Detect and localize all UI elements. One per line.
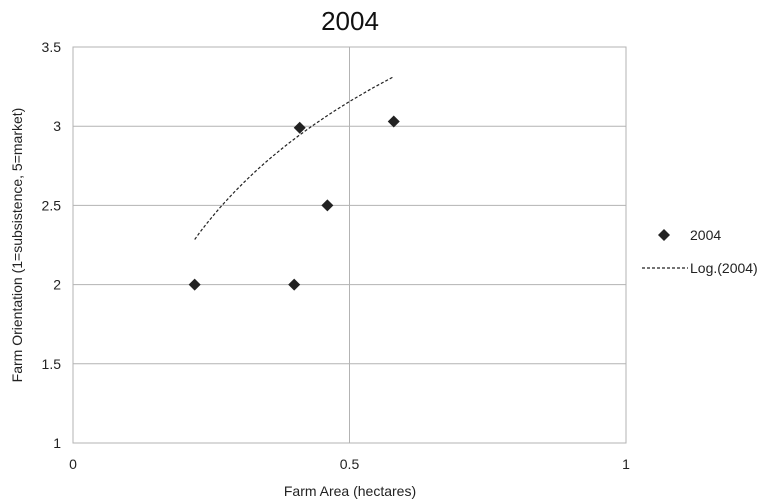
y-axis-title: Farm Orientation (1=subsistence, 5=marke… (9, 108, 25, 383)
y-tick-label: 2 (53, 277, 61, 293)
legend-marker-diamond (658, 229, 670, 241)
legend: 2004 Log.(2004) (642, 227, 758, 276)
data-point-4 (387, 115, 400, 128)
x-axis-title: Farm Area (hectares) (284, 483, 416, 499)
y-tick-label: 3.5 (42, 39, 62, 55)
x-tick-label: 0.5 (340, 456, 360, 472)
x-tick-label: 0 (69, 456, 77, 472)
x-tick-label: 1 (622, 456, 630, 472)
legend-label-trendline: Log.(2004) (690, 260, 758, 276)
data-points (188, 115, 400, 291)
legend-label-series: 2004 (690, 227, 721, 243)
data-point-0 (188, 278, 201, 291)
y-axis: 1 1.5 2 2.5 3 3.5 (42, 39, 62, 451)
data-point-1 (288, 278, 301, 291)
data-point-2 (293, 121, 306, 134)
chart-title: 2004 (321, 6, 379, 36)
data-point-3 (321, 199, 334, 212)
trendline-log (194, 76, 394, 240)
y-tick-label: 2.5 (42, 197, 62, 213)
grid (72, 46, 627, 444)
plot-frame (72, 46, 627, 444)
y-tick-label: 1 (53, 435, 61, 451)
y-tick-label: 1.5 (42, 356, 62, 372)
y-tick-label: 3 (53, 118, 61, 134)
x-axis: 0 0.5 1 (69, 456, 630, 472)
